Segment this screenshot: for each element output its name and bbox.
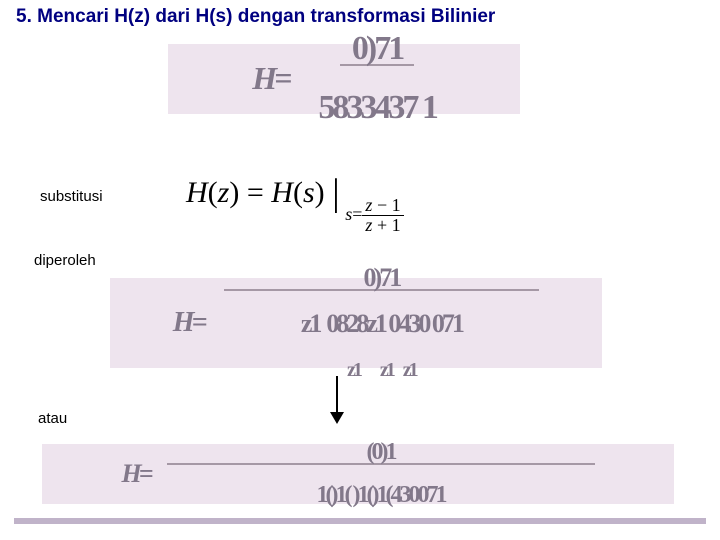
- hs-body: 0)71 5833437 1: [285, 6, 436, 152]
- label-diperoleh: diperoleh: [34, 252, 96, 269]
- equation-hs-faded: H= 0)71 5833437 1: [168, 44, 520, 114]
- label-atau: atau: [38, 410, 67, 427]
- hz2-body: (0)1 1()1( )1()1(430071: [149, 422, 595, 526]
- hz1-prefix: H=: [173, 311, 205, 335]
- equation-hz-faded-1: H= 0)71 z1 0828z1 0430 071 z1 z1 z1: [110, 278, 602, 368]
- equation-hz-substitution: H(z) = H(s) | s= z − 1 z + 1: [186, 168, 406, 218]
- equation-hz-faded-2: H= (0)1 1()1( )1()1(430071: [42, 444, 674, 504]
- footer-bar: [14, 518, 706, 524]
- label-substitusi: substitusi: [40, 188, 103, 205]
- hz2-prefix: H=: [121, 463, 150, 485]
- arrow-down: [336, 376, 338, 414]
- hs-prefix: H=: [252, 65, 289, 92]
- hz1-body: 0)71 z1 0828z1 0430 071 z1 z1 z1: [203, 245, 540, 402]
